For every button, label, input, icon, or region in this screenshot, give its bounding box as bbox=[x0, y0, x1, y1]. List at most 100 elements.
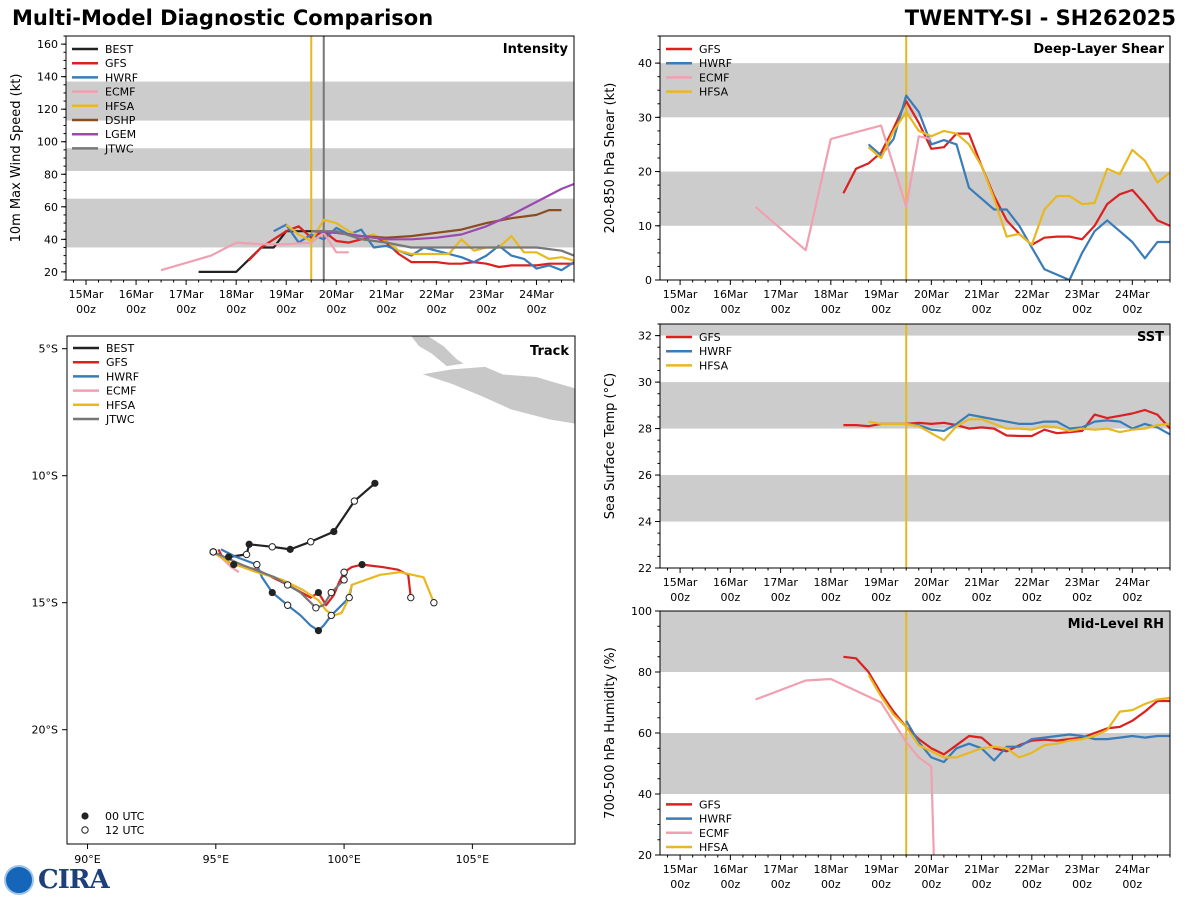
y-tick-label: 32 bbox=[638, 330, 652, 343]
x-tick-sublabel: 00z bbox=[921, 878, 941, 891]
x-tick-sublabel: 00z bbox=[326, 303, 346, 316]
y-tick-label: 20 bbox=[638, 166, 652, 179]
legend-label-jtwc: JTWC bbox=[105, 413, 135, 426]
legend-label-gfs: GFS bbox=[699, 43, 721, 56]
x-tick-sublabel: 00z bbox=[720, 591, 740, 604]
land-java bbox=[420, 366, 575, 425]
shaded-band-0 bbox=[66, 198, 574, 248]
track-marker-00utc bbox=[245, 540, 253, 548]
y-tick-label: 100 bbox=[37, 136, 58, 149]
track-marker-12utc bbox=[312, 604, 320, 612]
x-tick-sublabel: 00z bbox=[376, 303, 396, 316]
figure-title: Multi-Model Diagnostic Comparison bbox=[12, 6, 434, 30]
x-tick-sublabel: 00z bbox=[821, 303, 841, 316]
x-tick-label: 18Mar bbox=[813, 288, 848, 301]
legend-label-gfs: GFS bbox=[699, 331, 721, 344]
track-marker-00utc bbox=[314, 627, 323, 635]
x-tick-sublabel: 00z bbox=[1072, 303, 1092, 316]
x-tick-label: 16Mar bbox=[119, 288, 154, 301]
legend-label-ecmf: ECMF bbox=[699, 71, 729, 84]
y-tick-label: 22 bbox=[638, 562, 652, 575]
x-tick-sublabel: 00z bbox=[1122, 591, 1142, 604]
track-marker-12utc bbox=[430, 599, 438, 607]
legend-label-gfs: GFS bbox=[699, 798, 721, 811]
x-tick-sublabel: 00z bbox=[1022, 878, 1042, 891]
track-marker-00utc bbox=[286, 545, 294, 553]
y-tick-label: 30 bbox=[638, 111, 652, 124]
y-tick-label: 10°S bbox=[32, 470, 58, 483]
legend-label-hfsa: HFSA bbox=[105, 100, 135, 113]
x-tick-label: 22Mar bbox=[419, 288, 454, 301]
marker-legend-00utc-label: 00 UTC bbox=[105, 810, 145, 823]
x-tick-sublabel: 00z bbox=[477, 303, 497, 316]
series-line-hwrf bbox=[906, 413, 1170, 436]
x-tick-sublabel: 00z bbox=[720, 878, 740, 891]
marker-legend-00utc-icon bbox=[81, 812, 89, 820]
legend-label-ecmf: ECMF bbox=[106, 385, 136, 398]
shaded-band-2 bbox=[660, 324, 1170, 336]
x-tick-sublabel: 00z bbox=[871, 591, 891, 604]
x-tick-label: 17Mar bbox=[763, 576, 798, 589]
track-marker-12utc bbox=[242, 550, 251, 559]
legend-label-hwrf: HWRF bbox=[105, 71, 138, 84]
panel-title: Deep-Layer Shear bbox=[1033, 42, 1164, 57]
track-marker-12utc bbox=[209, 548, 217, 556]
y-tick-label: 15°S bbox=[32, 597, 58, 610]
track-marker-12utc bbox=[307, 538, 315, 546]
x-tick-sublabel: 00z bbox=[972, 878, 992, 891]
legend-label-ecmf: ECMF bbox=[699, 827, 729, 840]
x-tick-label: 20Mar bbox=[319, 288, 354, 301]
shaded-band-2 bbox=[66, 81, 574, 121]
series-line-hwrf bbox=[273, 223, 574, 272]
track-marker-12utc bbox=[268, 543, 276, 551]
x-tick-label: 20Mar bbox=[914, 576, 949, 589]
y-tick-label: 5°S bbox=[39, 343, 58, 356]
legend-label-jtwc: JTWC bbox=[104, 142, 134, 155]
storm-id-title: TWENTY-SI - SH262025 bbox=[904, 6, 1176, 30]
series-line-ecmf bbox=[160, 231, 349, 272]
series-line-gfs bbox=[842, 99, 1170, 246]
x-tick-sublabel: 00z bbox=[76, 303, 96, 316]
panel-title: Mid-Level RH bbox=[1068, 617, 1164, 632]
track-line-hwrf bbox=[220, 548, 353, 632]
x-tick-sublabel: 00z bbox=[821, 878, 841, 891]
x-tick-label: 16Mar bbox=[713, 576, 748, 589]
legend-label-hwrf: HWRF bbox=[699, 813, 732, 826]
noaa-logo-icon bbox=[4, 865, 34, 895]
series-group bbox=[755, 655, 1170, 855]
plot-frame bbox=[66, 335, 576, 845]
legend-label-gfs: GFS bbox=[106, 356, 128, 369]
land-sumatra bbox=[410, 336, 466, 367]
panel-title: Intensity bbox=[503, 42, 569, 57]
track-marker-12utc bbox=[340, 568, 348, 576]
panel-title: SST bbox=[1137, 330, 1164, 345]
x-tick-label: 16Mar bbox=[713, 863, 748, 876]
y-tick-label: 80 bbox=[638, 666, 652, 679]
plot-frame bbox=[659, 323, 1171, 569]
series-group bbox=[754, 94, 1170, 280]
x-tick-sublabel: 00z bbox=[670, 591, 690, 604]
y-tick-label: 100 bbox=[631, 605, 652, 618]
x-tick-sublabel: 00z bbox=[176, 303, 196, 316]
x-tick-sublabel: 00z bbox=[771, 591, 791, 604]
shaded-band-1 bbox=[660, 382, 1170, 429]
x-tick-label: 19Mar bbox=[864, 288, 899, 301]
shaded-band-1 bbox=[660, 63, 1170, 118]
series-line-best bbox=[198, 230, 324, 273]
panel-track: 90°E 95°E 100°E 105°E 5°S 10°S 15°S 20°S Track BE… bbox=[32, 335, 576, 866]
y-tick-label: 60 bbox=[638, 727, 652, 740]
y-tick-label: 0 bbox=[645, 274, 652, 287]
x-tick-sublabel: 00z bbox=[276, 303, 296, 316]
y-tick-label: 40 bbox=[638, 57, 652, 70]
series-line-jtwc bbox=[311, 230, 574, 257]
panel-rh: 20 40 60 80 100 15Mar 00z 16Mar 00z 17Mar 00z 18Mar… bbox=[603, 605, 1171, 891]
cira-logo: CIRA bbox=[38, 865, 110, 895]
panel-sst: 22 24 26 28 30 32 15Mar 00z 16Mar 00z 17Mar 00z 18Ma… bbox=[603, 323, 1171, 604]
x-tick-sublabel: 00z bbox=[126, 303, 146, 316]
y-tick-label: 40 bbox=[638, 788, 652, 801]
x-tick-label: 22Mar bbox=[1014, 288, 1049, 301]
track-marker-00utc bbox=[314, 588, 323, 597]
y-tick-label: 26 bbox=[638, 469, 652, 482]
y-tick-label: 20 bbox=[638, 849, 652, 862]
